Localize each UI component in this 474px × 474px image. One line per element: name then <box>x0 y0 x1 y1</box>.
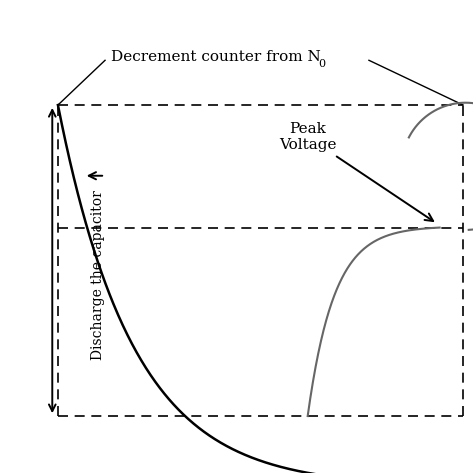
Text: Decrement counter from N: Decrement counter from N <box>111 50 321 64</box>
Text: Peak
Voltage: Peak Voltage <box>279 122 433 221</box>
Text: 0: 0 <box>318 59 325 69</box>
Text: Discharge the capacitor: Discharge the capacitor <box>91 190 105 360</box>
